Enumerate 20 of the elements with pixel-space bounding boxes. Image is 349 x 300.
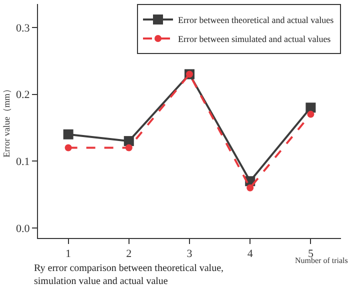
x-tick-label: 2 (126, 248, 132, 260)
point (64, 144, 72, 152)
point (307, 110, 314, 118)
point (246, 184, 254, 192)
y-tick-label: 0.1 (16, 156, 30, 168)
x-axis-title: Number of trials (295, 256, 348, 265)
legend-label: Error between simulated and actual values (178, 34, 332, 44)
point (124, 136, 134, 146)
y-tick-label: 0.0 (16, 222, 30, 235)
x-tick-label: 3 (186, 248, 193, 260)
legend-label: Error between theoretical and actual values (178, 15, 334, 26)
point (125, 144, 132, 152)
x-tick-label: 4 (247, 248, 254, 260)
point (306, 102, 316, 113)
x-tick-label: 1 (66, 248, 72, 260)
y-tick-label: 0.2 (16, 89, 30, 102)
y-tick-label: 0.3 (16, 22, 30, 34)
point (63, 129, 74, 140)
y-axis-title: Error value（mm） (1, 84, 12, 158)
text: Ry error comparison between theoretical value, simulation value and actual value (34, 263, 224, 287)
